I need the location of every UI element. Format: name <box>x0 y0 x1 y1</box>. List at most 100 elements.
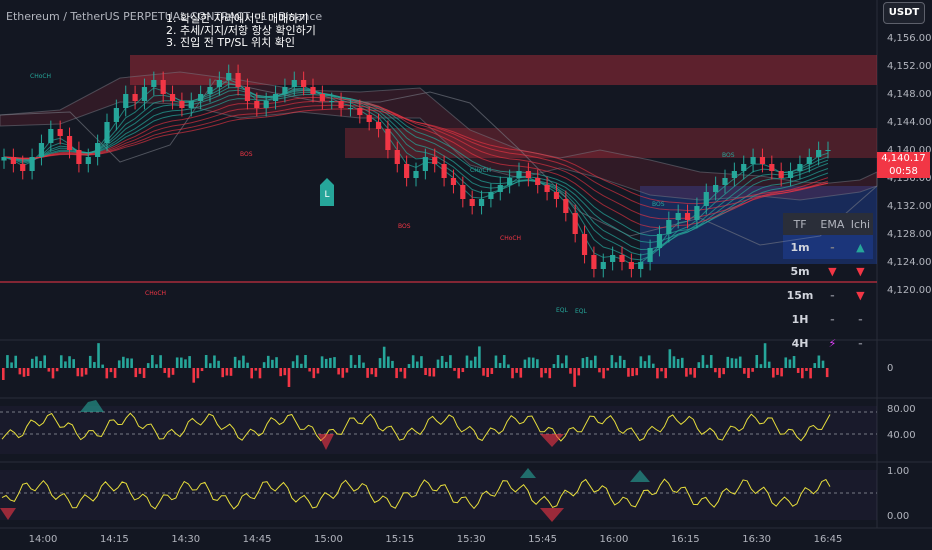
buy-signal-icon[interactable] <box>320 178 334 206</box>
volume-bar <box>705 364 709 368</box>
volume-bar <box>109 368 113 373</box>
volume-bar <box>64 361 67 368</box>
candle-body <box>713 185 719 192</box>
candle-body <box>29 157 35 171</box>
candle-body <box>797 164 803 171</box>
candle-body <box>404 164 410 178</box>
volume-bar <box>594 355 597 368</box>
volume-bar <box>175 357 179 368</box>
candle-body <box>357 108 363 115</box>
volume-bar <box>511 368 514 379</box>
price-axis[interactable]: 4,156.00 4,152.00 4,148.00 4,144.00 4,140.00… <box>887 33 932 296</box>
tf-cell: 1m <box>783 235 818 259</box>
volume-bar <box>428 368 432 377</box>
candle-body <box>816 150 822 157</box>
volume-bar <box>668 349 672 368</box>
symbol-title[interactable]: Ethereum / TetherUS PERPETUAL CONTRACT ·… <box>6 10 323 23</box>
volume-bar <box>68 356 71 368</box>
volume-bar <box>809 368 812 379</box>
candle-body <box>132 94 138 101</box>
volume-bar <box>697 362 701 368</box>
volume-bar <box>796 368 800 373</box>
volume-bar <box>171 368 175 375</box>
volume-bar <box>192 368 196 383</box>
candle-body <box>95 143 101 157</box>
volume-bar <box>84 368 88 375</box>
candle-body <box>656 234 663 248</box>
volume-bar <box>751 368 754 372</box>
candle-body <box>216 80 222 87</box>
price-tick-label: 4,140.00 <box>887 145 932 156</box>
candles <box>1 64 831 278</box>
volume-bar <box>416 361 419 368</box>
volume-bar <box>43 355 46 368</box>
last-price: 4,140.17 <box>881 153 926 164</box>
volume-bar <box>560 363 564 368</box>
volume-bar <box>651 363 655 368</box>
candle-body <box>76 150 82 164</box>
candle-body <box>619 255 625 262</box>
candle-body <box>226 73 232 80</box>
volume-bar <box>540 368 543 378</box>
candle-body <box>741 164 747 171</box>
eql-label: EQL <box>575 308 588 315</box>
volume-bar <box>324 358 328 368</box>
ema-cell: - <box>817 235 848 259</box>
currency-button[interactable]: USDT <box>883 2 925 24</box>
note-line: 2. 추세/지지/저항 항상 확인하기 <box>166 24 316 37</box>
candle-body <box>254 101 260 108</box>
bos-label: BOS <box>398 223 411 230</box>
volume-bar <box>6 355 9 368</box>
volume-bar <box>817 355 821 368</box>
volume-bar <box>113 368 117 378</box>
volume-bar <box>341 368 345 378</box>
volume-bar <box>271 359 274 368</box>
volume-bar <box>51 368 55 379</box>
candle-body <box>375 122 382 129</box>
volume-bar <box>714 368 717 373</box>
time-tick-label: 15:30 <box>457 534 486 545</box>
candle-body <box>469 199 475 206</box>
osc1-line <box>1 412 831 442</box>
price-tick-label: 4,156.00 <box>887 33 932 44</box>
volume-bar <box>473 356 477 368</box>
volume-bar <box>685 368 688 377</box>
volume-bar <box>229 368 233 376</box>
timeframe-table: TF EMA Ichi 1m - ▲ 5m ▼ ▼ 15m - ▼ 1H - -… <box>783 213 873 350</box>
ichi-cell: ▼ <box>856 264 865 278</box>
volume-bar <box>767 361 771 368</box>
volume-bar <box>461 368 465 373</box>
volume-bar <box>606 368 610 371</box>
volume-bar <box>122 356 125 368</box>
volume-bar <box>358 355 361 368</box>
resistance-zone-upper <box>130 55 877 85</box>
volume-bar <box>180 357 183 368</box>
ema-line <box>3 94 829 237</box>
volume-bar <box>780 368 783 377</box>
volume-bar <box>436 359 440 368</box>
candle-body <box>488 192 494 199</box>
volume-bar <box>486 368 489 378</box>
volume-bar <box>395 368 398 379</box>
candle-body <box>507 178 513 185</box>
volume-bar <box>362 362 365 368</box>
time-tick-label: 16:30 <box>742 534 771 545</box>
volume-bar <box>693 368 696 378</box>
time-tick-label: 15:45 <box>528 534 557 545</box>
volume-bar <box>565 355 568 368</box>
osc2-axis-label: 0.00 <box>887 511 909 522</box>
candle-body <box>563 199 569 213</box>
osc2-axis-label: 1.00 <box>887 466 909 477</box>
volume-bar <box>635 368 639 376</box>
osc1-oversold-fill <box>540 434 564 447</box>
candle-body <box>722 178 728 185</box>
volume-bar <box>80 368 84 377</box>
volume-bar <box>237 360 241 368</box>
volume-bar <box>374 368 378 377</box>
volume-bar <box>225 368 229 376</box>
time-axis[interactable]: 14:00 14:15 14:30 14:45 15:00 15:15 15:30 15:45… <box>29 534 843 545</box>
ichimoku-baseline <box>0 79 878 246</box>
volume-bar <box>544 368 547 374</box>
volume-bar <box>523 359 527 368</box>
volume-bar <box>581 358 585 368</box>
